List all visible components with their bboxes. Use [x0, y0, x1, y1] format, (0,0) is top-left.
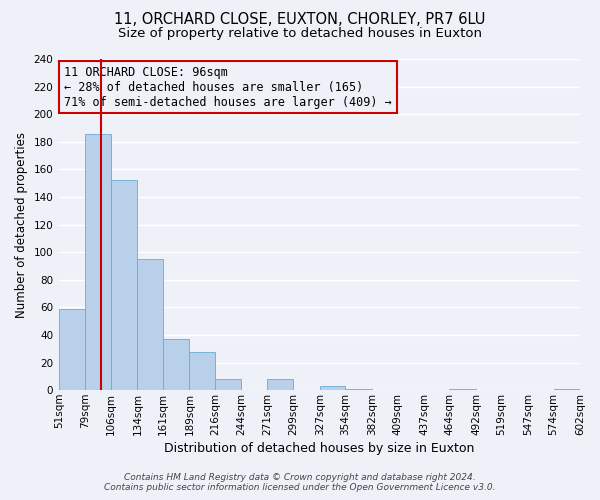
Text: Size of property relative to detached houses in Euxton: Size of property relative to detached ho… — [118, 28, 482, 40]
Text: Contains HM Land Registry data © Crown copyright and database right 2024.
Contai: Contains HM Land Registry data © Crown c… — [104, 473, 496, 492]
Bar — [320, 386, 346, 390]
Bar — [59, 308, 85, 390]
Bar — [85, 134, 111, 390]
Bar — [346, 389, 372, 390]
Bar — [267, 379, 293, 390]
Y-axis label: Number of detached properties: Number of detached properties — [15, 132, 28, 318]
X-axis label: Distribution of detached houses by size in Euxton: Distribution of detached houses by size … — [164, 442, 475, 455]
Bar — [190, 352, 215, 390]
Text: 11 ORCHARD CLOSE: 96sqm
← 28% of detached houses are smaller (165)
71% of semi-d: 11 ORCHARD CLOSE: 96sqm ← 28% of detache… — [64, 66, 392, 108]
Bar — [215, 379, 241, 390]
Bar — [449, 389, 476, 390]
Bar — [111, 180, 137, 390]
Bar — [137, 259, 163, 390]
Bar — [163, 339, 190, 390]
Bar — [554, 389, 580, 390]
Text: 11, ORCHARD CLOSE, EUXTON, CHORLEY, PR7 6LU: 11, ORCHARD CLOSE, EUXTON, CHORLEY, PR7 … — [115, 12, 485, 28]
